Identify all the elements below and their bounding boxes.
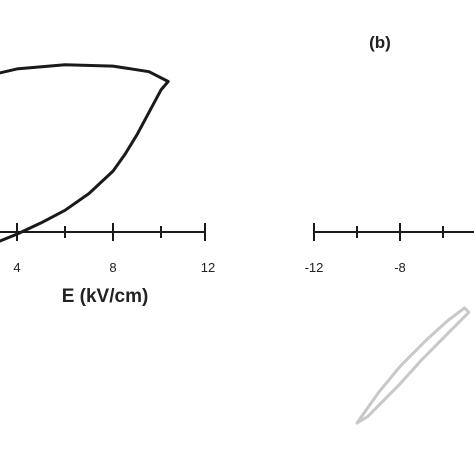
panel-a-tick-labels: 4 8 12	[13, 260, 215, 275]
panel-b-tick-label: -8	[394, 260, 406, 275]
panel-b-hysteresis-loop	[355, 306, 471, 425]
panel-a-x-axis-label: E (kV/cm)	[62, 286, 149, 307]
panel-b: (b) -12 -8	[305, 33, 474, 425]
panel-b-tag: (b)	[369, 33, 391, 52]
panel-b-ticks	[313, 223, 444, 241]
panel-a-hysteresis-loop	[0, 63, 170, 243]
panel-a-tick-label: 12	[201, 260, 215, 275]
panel-a-ticks	[16, 223, 206, 241]
panel-a-tick-label: 4	[13, 260, 20, 275]
panel-b-tick-labels: -12 -8	[305, 260, 406, 275]
panel-b-tick-label: -12	[305, 260, 324, 275]
panel-a-tick-label: 8	[109, 260, 116, 275]
panel-a: 4 8 12 E (kV/cm)	[0, 63, 215, 307]
